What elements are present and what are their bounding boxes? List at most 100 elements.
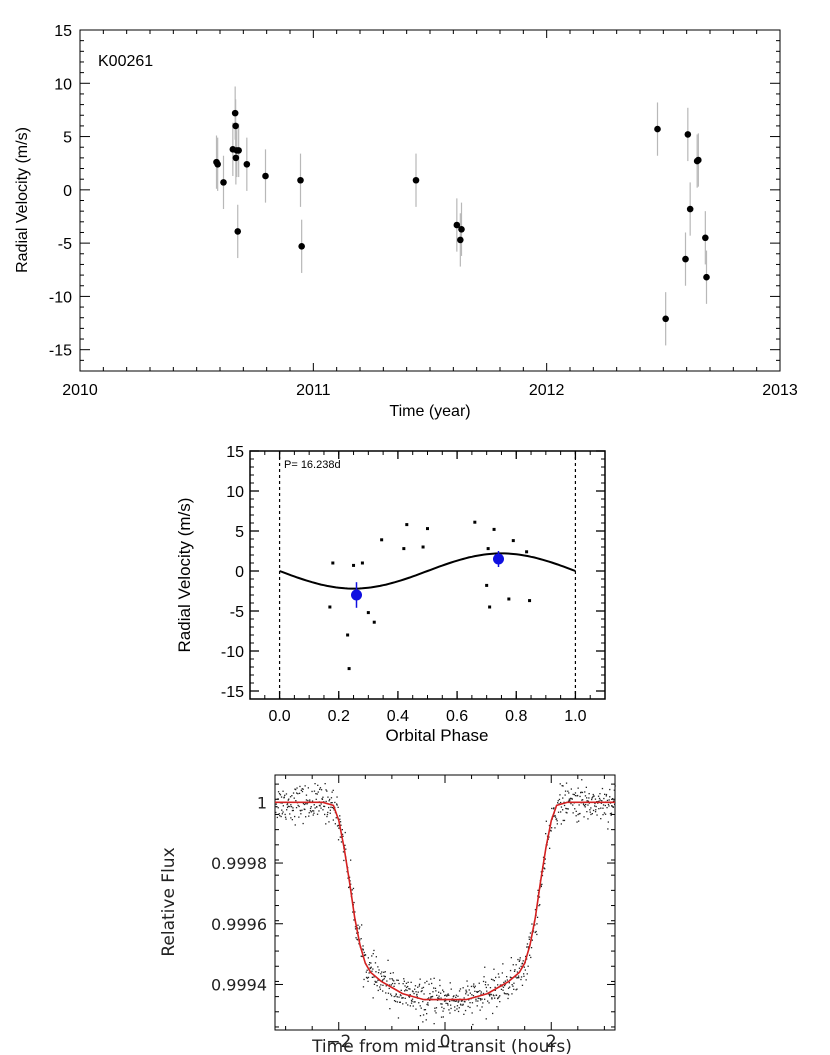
flux-point [567, 790, 569, 792]
flux-point [305, 794, 308, 796]
flux-point [276, 798, 278, 800]
flux-point [525, 955, 527, 958]
flux-point [388, 987, 390, 990]
y-tick-label: 1 [257, 793, 267, 812]
flux-point [361, 955, 363, 958]
x-tick-label: 2011 [296, 382, 331, 399]
phased-rv-point [331, 561, 335, 565]
flux-point [553, 815, 555, 817]
rv-point [654, 125, 661, 133]
flux-point [427, 1004, 429, 1006]
flux-point [309, 799, 311, 801]
flux-point [390, 995, 393, 997]
flux-point [457, 995, 459, 997]
flux-point [278, 813, 280, 815]
flux-point [410, 999, 413, 1002]
flux-point [396, 1001, 399, 1003]
flux-point [277, 791, 280, 793]
flux-point [600, 802, 602, 804]
flux-point [408, 988, 410, 990]
flux-point [592, 809, 595, 812]
flux-point [292, 792, 295, 794]
y-tick-label: -10 [221, 644, 244, 661]
flux-point [573, 794, 575, 796]
flux-point [324, 813, 326, 816]
flux-point [336, 803, 338, 805]
rv-time-panel: K00261 Time (year) Radial Velocity (m/s)… [14, 23, 798, 420]
flux-point [286, 806, 289, 809]
flux-point [458, 1000, 460, 1002]
flux-point [381, 980, 383, 982]
flux-point [404, 990, 406, 992]
flux-point [408, 996, 411, 998]
x-tick-label: 2010 [62, 382, 98, 399]
flux-point [538, 905, 540, 907]
flux-point [322, 796, 324, 798]
flux-point [365, 976, 368, 979]
flux-point [493, 968, 495, 970]
flux-point [528, 938, 530, 940]
flux-point [554, 814, 556, 817]
flux-point [545, 833, 547, 835]
flux-point [502, 986, 505, 988]
flux-point [373, 983, 376, 985]
flux-point [610, 812, 613, 814]
flux-point [377, 989, 379, 992]
flux-point [301, 809, 303, 811]
flux-point [527, 946, 529, 948]
flux-point [389, 1008, 391, 1010]
flux-point [332, 789, 334, 791]
flux-point [285, 818, 287, 820]
flux-point [484, 966, 486, 968]
rv-point [298, 243, 305, 250]
x-tick-label: 0.4 [387, 708, 409, 725]
flux-point [472, 995, 475, 997]
flux-point [562, 797, 564, 799]
flux-point [439, 984, 441, 987]
flux-point [610, 814, 612, 816]
flux-point [487, 984, 489, 986]
flux-point [368, 972, 370, 974]
flux-point [487, 1000, 489, 1002]
flux-point [398, 996, 400, 998]
flux-point [370, 966, 372, 968]
flux-point [344, 844, 346, 846]
transit-xlabel: Time from mid−transit (hours) [311, 1037, 572, 1055]
flux-point [613, 789, 615, 791]
flux-point [471, 1002, 474, 1004]
flux-point [337, 824, 340, 827]
flux-point [384, 971, 386, 973]
flux-point [430, 996, 432, 998]
flux-point [469, 1002, 471, 1004]
flux-point [579, 812, 581, 815]
flux-point [308, 812, 310, 814]
flux-point [413, 1001, 415, 1003]
model-curve [279, 552, 576, 590]
phased-rv-point [511, 539, 515, 543]
flux-point [341, 833, 344, 835]
flux-point [377, 972, 380, 974]
flux-point [581, 779, 583, 781]
flux-point [539, 904, 541, 906]
flux-point [353, 901, 355, 904]
flux-point [462, 1004, 464, 1006]
flux-point [442, 1010, 444, 1012]
flux-point [470, 985, 473, 988]
flux-point [407, 985, 409, 988]
flux-point [276, 816, 278, 819]
flux-point [381, 971, 383, 973]
flux-point [392, 979, 394, 981]
y-tick-label: 0 [235, 564, 244, 581]
flux-point [381, 975, 383, 977]
flux-point [377, 979, 379, 981]
flux-point [423, 993, 425, 995]
flux-point [409, 1005, 411, 1007]
flux-point [446, 995, 448, 997]
flux-point [435, 990, 437, 992]
flux-point [548, 836, 550, 838]
flux-point [589, 811, 591, 813]
flux-point [314, 807, 316, 809]
y-tick-label: 10 [54, 76, 72, 93]
flux-point [464, 1009, 467, 1012]
flux-point [399, 1001, 401, 1003]
